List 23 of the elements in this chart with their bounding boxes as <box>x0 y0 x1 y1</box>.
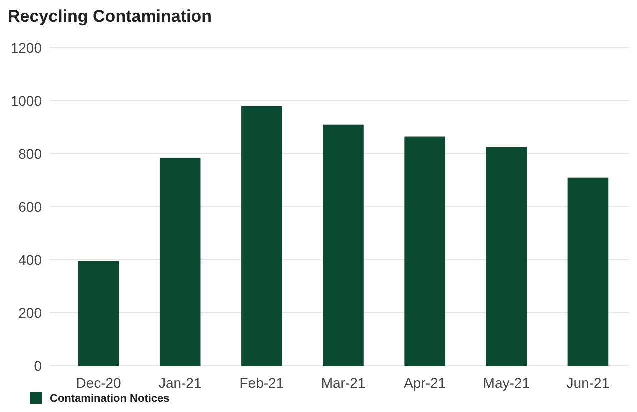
x-tick-label: Jan-21 <box>158 375 202 391</box>
x-tick-label: Mar-21 <box>321 375 366 391</box>
y-tick-label: 200 <box>18 304 42 321</box>
chart-title: Recycling Contamination <box>8 7 212 26</box>
y-tick-label: 800 <box>18 146 42 162</box>
bar <box>568 178 609 366</box>
bar <box>404 136 446 366</box>
bar <box>160 158 201 366</box>
bar <box>323 124 364 366</box>
bar <box>242 106 282 366</box>
bar <box>78 261 120 366</box>
x-tick-label: May-21 <box>483 375 530 391</box>
y-tick-label: 1000 <box>10 92 42 109</box>
x-tick-label: Feb-21 <box>240 375 284 391</box>
y-tick-label: 1200 <box>10 40 42 56</box>
x-tick-label: Dec-20 <box>76 375 122 391</box>
y-tick-label: 400 <box>18 252 42 268</box>
bar <box>486 147 528 366</box>
y-tick-label: 0 <box>34 358 42 374</box>
legend-label: Contamination Notices <box>50 393 170 405</box>
y-tick-label: 600 <box>18 198 42 215</box>
x-tick-label: Apr-21 <box>404 375 446 391</box>
x-tick-label: Jun-21 <box>566 375 610 391</box>
